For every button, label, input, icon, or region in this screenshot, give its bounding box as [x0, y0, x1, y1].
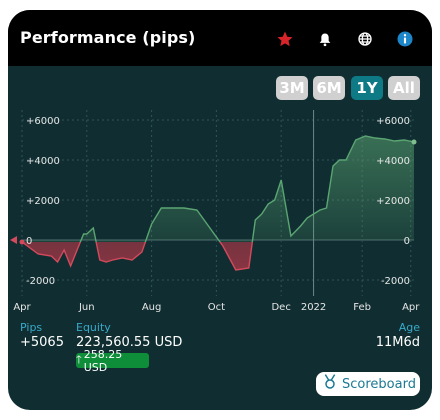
- x-tick-label: Jun: [78, 302, 95, 313]
- header-bar: Performance (pips): [8, 10, 432, 66]
- page-title: Performance (pips): [20, 28, 196, 47]
- series-line-positive: [22, 135, 415, 242]
- pips-value: +5065: [20, 335, 64, 350]
- age-label: Age: [398, 321, 420, 334]
- series-line-negative: [21, 242, 254, 271]
- equity-label: Equity: [76, 321, 111, 334]
- y-tick-label-right: +4000: [376, 156, 410, 167]
- scoreboard-label: Scoreboard: [342, 376, 416, 392]
- negative-area: [22, 242, 253, 270]
- y-tick-label-left: +6000: [26, 116, 60, 127]
- end-point: [411, 139, 417, 145]
- x-tick-label: Dec: [271, 302, 290, 313]
- x-tick-label: 2022: [301, 302, 326, 313]
- y-tick-label-right: 0: [404, 236, 410, 247]
- zero-arrow-icon: [10, 236, 17, 244]
- scoreboard-button[interactable]: Scoreboard: [316, 372, 420, 396]
- age-value: 11M6d: [375, 335, 420, 350]
- x-tick-label: Aug: [142, 302, 162, 313]
- globe-icon[interactable]: [354, 28, 376, 50]
- equity-change-badge: 🡑 258.25 USD: [76, 348, 149, 374]
- range-6m-button[interactable]: 6M: [313, 76, 345, 100]
- y-tick-label-left: +2000: [26, 196, 60, 207]
- equity-value: 223,560.55 USD: [76, 335, 183, 350]
- y-tick-label-right: +2000: [376, 196, 410, 207]
- star-icon[interactable]: [274, 28, 296, 50]
- start-point: [19, 239, 25, 245]
- y-tick-label-right: +6000: [376, 116, 410, 127]
- y-tick-label-left: -2000: [26, 276, 55, 287]
- pips-label: Pips: [20, 321, 43, 334]
- medal-icon: [322, 373, 338, 395]
- y-tick-label-left: 0: [26, 236, 32, 247]
- x-tick-label: Feb: [353, 302, 371, 313]
- range-1y-button[interactable]: 1Y: [351, 76, 383, 100]
- x-tick-label: Oct: [208, 302, 225, 313]
- range-all-button[interactable]: All: [388, 76, 420, 100]
- performance-card: Performance (pips) 3M 6M 1Y All: [8, 10, 432, 410]
- performance-chart: +6000 +6000 +4000 +4000 +2000 +2000 0 0 -2000 -20…: [10, 110, 420, 313]
- positive-area: [22, 136, 414, 242]
- y-tick-label-right: -2000: [381, 276, 410, 287]
- y-tick-label-left: +4000: [26, 156, 60, 167]
- x-tick-label: Apr: [13, 302, 31, 313]
- bell-icon[interactable]: [314, 28, 336, 50]
- range-3m-button[interactable]: 3M: [276, 76, 308, 100]
- x-tick-label: Apr: [402, 302, 420, 313]
- equity-change-value: 258.25 USD: [83, 347, 123, 374]
- info-icon[interactable]: [394, 28, 416, 50]
- arrow-up-icon: 🡑: [76, 353, 82, 366]
